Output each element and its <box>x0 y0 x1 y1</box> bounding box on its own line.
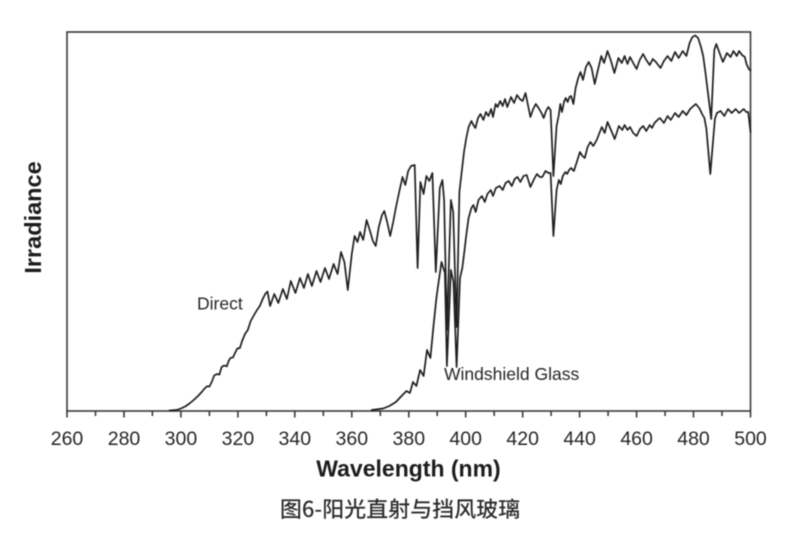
svg-text:400: 400 <box>449 428 482 450</box>
svg-text:320: 320 <box>222 428 255 450</box>
svg-text:Wavelength (nm): Wavelength (nm) <box>316 456 500 482</box>
svg-text:480: 480 <box>677 428 710 450</box>
svg-text:460: 460 <box>620 428 653 450</box>
svg-text:260: 260 <box>51 428 84 450</box>
svg-text:340: 340 <box>279 428 312 450</box>
svg-text:420: 420 <box>506 428 539 450</box>
svg-text:380: 380 <box>393 428 426 450</box>
svg-text:Direct: Direct <box>197 294 243 314</box>
svg-text:440: 440 <box>563 428 596 450</box>
svg-text:360: 360 <box>336 428 369 450</box>
svg-text:500: 500 <box>734 428 767 450</box>
svg-text:Windshield Glass: Windshield Glass <box>444 364 579 384</box>
svg-text:Irradiance: Irradiance <box>20 161 46 273</box>
svg-text:300: 300 <box>165 428 198 450</box>
svg-text:280: 280 <box>108 428 141 450</box>
